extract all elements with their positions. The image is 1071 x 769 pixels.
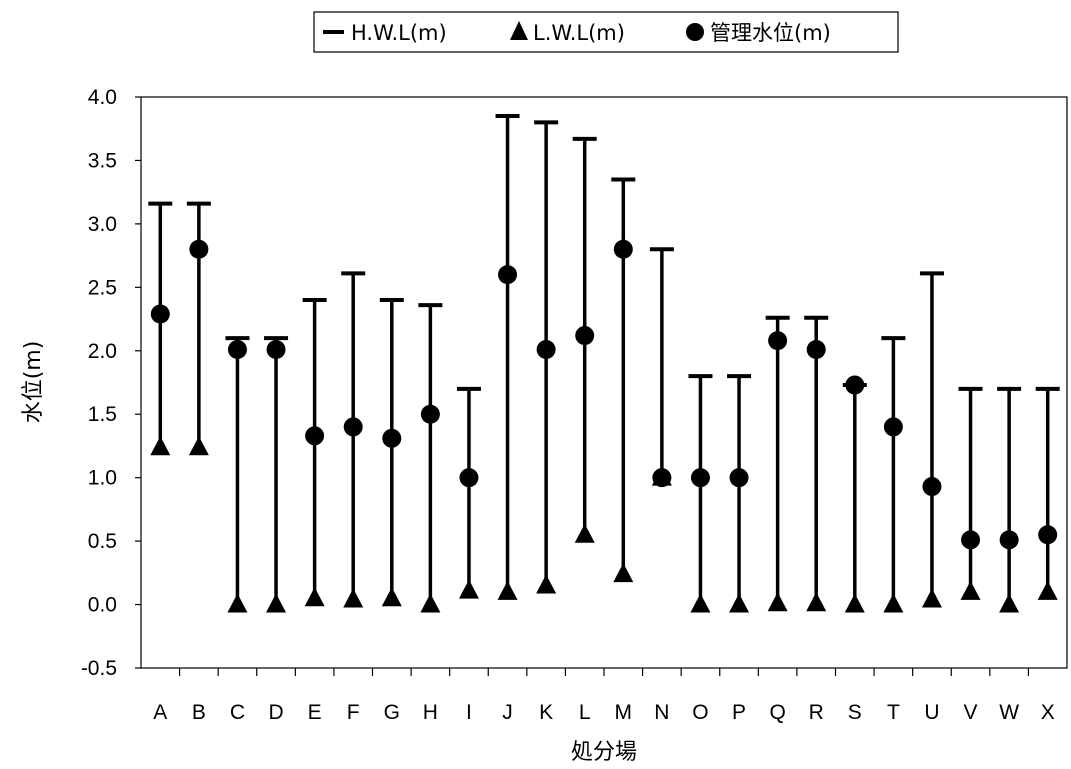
management-level-marker — [690, 468, 710, 488]
management-level-marker — [768, 331, 788, 351]
lwl-marker — [266, 593, 287, 613]
x-tick-label: M — [615, 701, 633, 724]
y-tick-label: -0.5 — [81, 657, 117, 680]
x-tick-label: T — [887, 701, 900, 724]
lwl-marker — [806, 592, 827, 612]
management-level-marker — [343, 417, 363, 437]
lwl-marker — [1037, 580, 1058, 600]
lwl-marker — [613, 563, 634, 583]
management-level-marker — [498, 265, 518, 285]
x-tick-label: C — [230, 701, 245, 724]
lwl-marker — [729, 593, 750, 613]
lwl-marker — [381, 587, 402, 607]
lwl-marker — [304, 587, 325, 607]
x-tick-label: H — [423, 701, 438, 724]
lwl-marker — [960, 580, 981, 600]
y-tick-label: 0.5 — [88, 530, 117, 553]
lwl-marker — [767, 592, 788, 612]
x-tick-label: G — [384, 701, 400, 724]
x-tick-label: W — [999, 701, 1019, 724]
x-tick-label: R — [809, 701, 824, 724]
lwl-marker — [188, 436, 209, 456]
lwl-marker — [458, 579, 479, 599]
legend-label-lwl: L.W.L(m) — [533, 21, 625, 45]
management-level-marker — [961, 530, 981, 550]
lwl-marker — [690, 593, 711, 613]
legend-label-hwl: H.W.L(m) — [351, 21, 447, 45]
management-level-marker — [189, 239, 209, 259]
x-tick-label: V — [964, 701, 978, 724]
legend-marker-lwl-icon — [510, 21, 528, 40]
y-tick-label: 0.0 — [88, 594, 117, 617]
legend-box — [313, 11, 899, 53]
lwl-marker — [420, 593, 441, 613]
x-tick-label: A — [153, 701, 167, 724]
management-level-marker — [150, 304, 170, 324]
x-tick-label: K — [539, 701, 553, 724]
management-level-marker — [575, 326, 595, 346]
y-tick-label: 2.5 — [88, 276, 117, 299]
lwl-marker — [536, 574, 557, 594]
management-level-marker — [613, 239, 633, 259]
legend-label-management: 管理水位(m) — [710, 21, 831, 45]
management-level-marker — [806, 340, 826, 360]
y-tick-label: 1.5 — [88, 403, 117, 426]
management-level-marker — [459, 468, 479, 488]
lwl-marker — [844, 593, 865, 613]
y-tick-label: 1.0 — [88, 467, 117, 490]
lwl-marker — [343, 588, 364, 608]
management-level-marker — [305, 426, 325, 446]
x-tick-label: L — [579, 701, 591, 724]
y-tick-label: 3.5 — [88, 149, 117, 172]
management-level-marker — [845, 375, 865, 395]
legend: H.W.L(m) L.W.L(m) 管理水位(m) — [313, 11, 899, 53]
x-tick-label: J — [502, 701, 513, 724]
y-axis: 4.0 3.5 3.0 2.5 2.0 1.5 1.0 0.5 0.0 -0.5 — [81, 86, 141, 680]
x-tick-label: O — [692, 701, 708, 724]
x-tick-label: D — [268, 701, 283, 724]
lwl-marker — [497, 580, 518, 600]
management-level-marker — [536, 340, 556, 360]
management-level-marker — [883, 417, 903, 437]
lwl-marker — [921, 588, 942, 608]
management-level-marker — [382, 428, 402, 448]
x-tick-label: S — [848, 701, 862, 724]
x-tick-label: B — [192, 701, 206, 724]
management-level-marker — [729, 468, 749, 488]
y-axis-title: 水位(m) — [21, 341, 46, 424]
lwl-marker — [150, 436, 171, 456]
x-tick-label: I — [466, 701, 472, 724]
x-tick-label: F — [347, 701, 360, 724]
management-level-marker — [1038, 525, 1058, 545]
x-tick-label: Q — [769, 701, 785, 724]
management-level-marker — [420, 404, 440, 424]
y-tick-label: 4.0 — [88, 86, 117, 109]
x-tick-label: P — [732, 701, 746, 724]
lwl-marker — [883, 593, 904, 613]
management-level-marker — [922, 477, 942, 497]
y-tick-label: 2.0 — [88, 340, 117, 363]
x-tick-label: X — [1041, 701, 1055, 724]
lwl-marker — [574, 523, 595, 543]
x-axis-title: 処分場 — [571, 740, 637, 765]
management-level-marker — [266, 340, 286, 360]
legend-marker-management-icon — [686, 23, 704, 41]
management-level-marker — [652, 468, 672, 488]
management-level-marker — [999, 530, 1019, 550]
lwl-marker — [999, 593, 1020, 613]
management-level-marker — [227, 340, 247, 360]
data-marks — [148, 114, 1060, 613]
lwl-marker — [227, 593, 248, 613]
x-tick-label: N — [654, 701, 669, 724]
y-tick-label: 3.0 — [88, 213, 117, 236]
plot-area — [140, 96, 1068, 669]
x-tick-label: U — [924, 701, 939, 724]
x-tick-label: E — [308, 701, 322, 724]
